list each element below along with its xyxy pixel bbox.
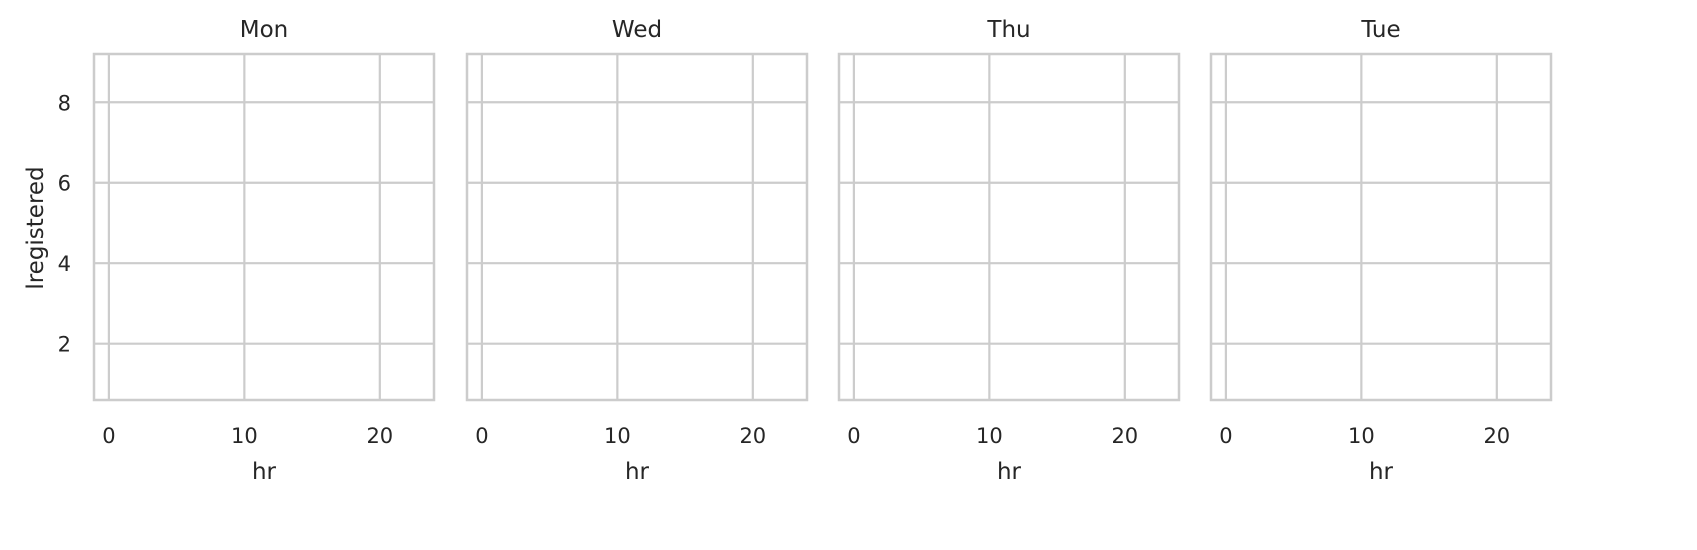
x-tick-label: 20: [1483, 424, 1510, 448]
y-tick-label: 6: [58, 172, 71, 196]
x-tick-label: 10: [976, 424, 1003, 448]
panel-frame-tue: [1209, 52, 1553, 402]
panel-frame-wed: [465, 52, 809, 402]
y-tick-label: 2: [58, 333, 71, 357]
panel-title-wed: Wed: [612, 17, 662, 43]
x-axis-label: hr: [997, 459, 1022, 485]
x-axis-label: hr: [1369, 459, 1394, 485]
panel-title-mon: Mon: [240, 17, 289, 43]
x-axis-label: hr: [252, 459, 277, 485]
panel-frame-mon: [92, 52, 436, 402]
x-tick-label: 10: [1348, 424, 1375, 448]
panel-frame-thu: [837, 52, 1181, 402]
x-tick-label: 0: [102, 424, 115, 448]
y-tick-label: 4: [58, 252, 71, 276]
x-axis-label: hr: [625, 459, 650, 485]
x-tick-label: 20: [366, 424, 393, 448]
panel-title-tue: Tue: [1360, 17, 1400, 43]
x-tick-label: 10: [604, 424, 631, 448]
x-tick-label: 20: [739, 424, 766, 448]
panel-title-thu: Thu: [986, 17, 1030, 43]
x-tick-label: 10: [231, 424, 258, 448]
x-tick-label: 0: [475, 424, 488, 448]
x-tick-label: 0: [847, 424, 860, 448]
y-axis-label: lregistered: [23, 166, 49, 289]
y-tick-label: 8: [58, 91, 71, 115]
x-tick-label: 0: [1219, 424, 1232, 448]
x-tick-label: 20: [1111, 424, 1138, 448]
